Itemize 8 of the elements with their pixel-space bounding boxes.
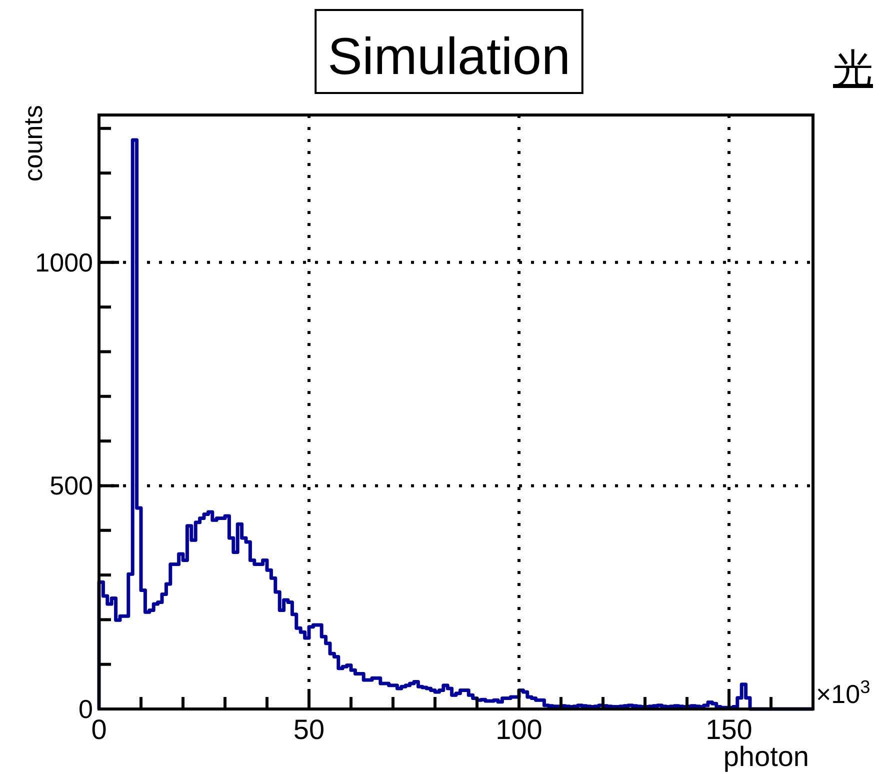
x-tick-label: 50	[293, 714, 325, 745]
y-tick-label: 500	[50, 470, 93, 501]
chart-title: Simulation	[328, 28, 570, 86]
x-tick-label: 100	[496, 714, 542, 745]
y-tick-label: 1000	[35, 247, 93, 278]
y-tick-label: 0	[78, 694, 93, 724]
y-axis-title: counts	[18, 105, 48, 182]
text: ×10$^{3}$	[816, 677, 870, 709]
